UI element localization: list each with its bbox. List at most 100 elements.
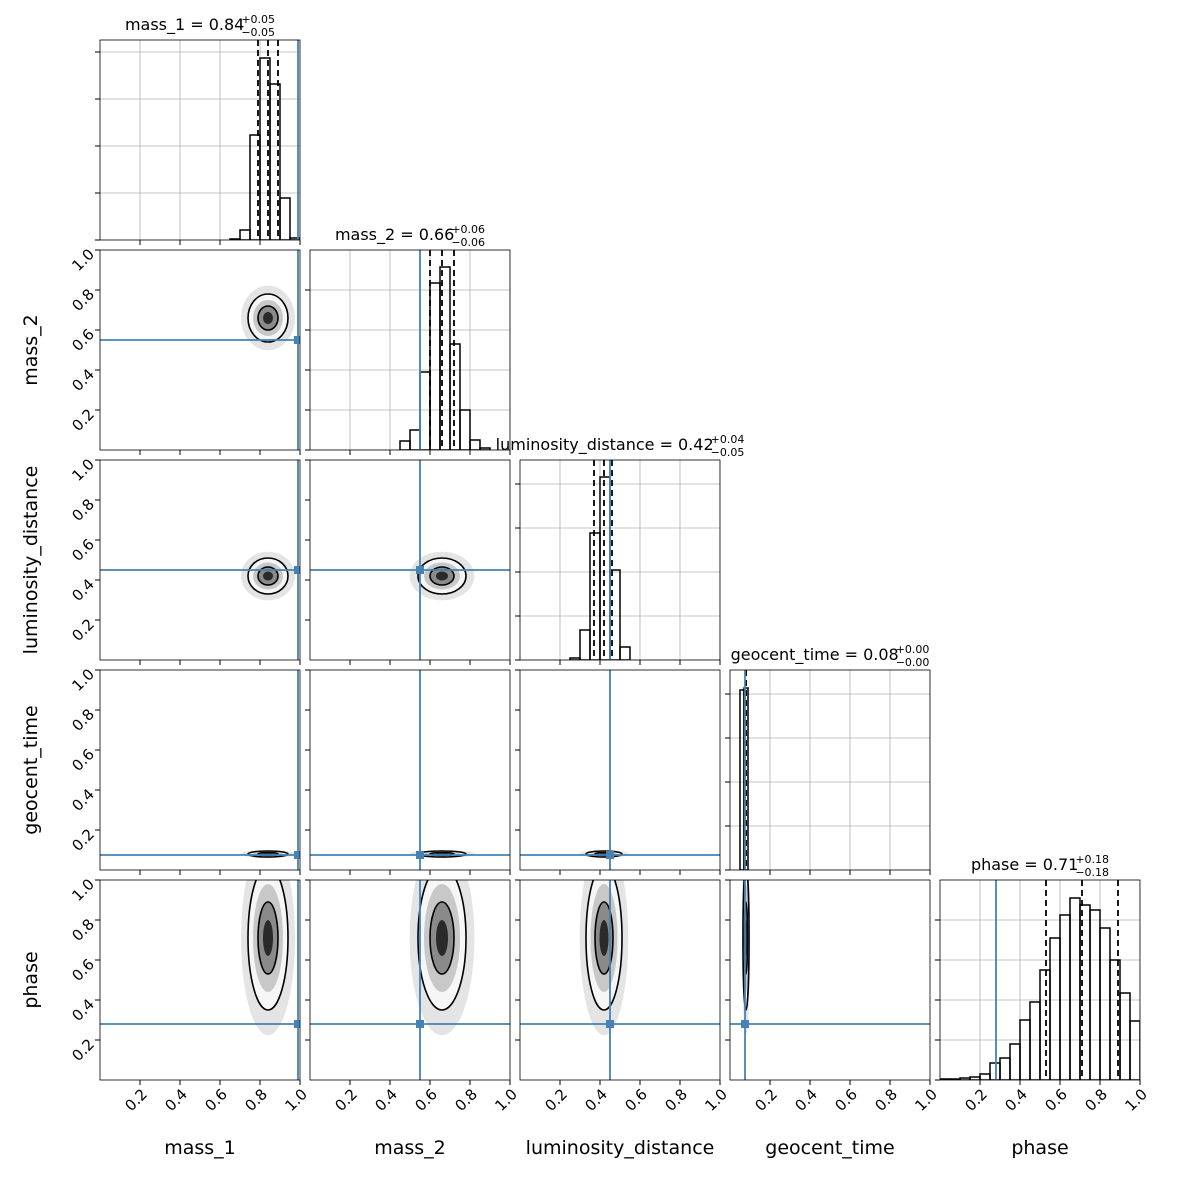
panel [305, 459, 511, 665]
title-name: phase = [971, 855, 1038, 874]
panel-content [310, 880, 510, 1080]
truth-marker [416, 851, 424, 859]
panel-content [310, 460, 510, 660]
truth-marker [606, 1020, 614, 1028]
title-name: mass_1 = [125, 15, 204, 35]
panel-frame [309, 459, 511, 661]
panel-content [100, 670, 300, 870]
x-axis-label: mass_2 [374, 1137, 446, 1159]
histogram-bar [269, 83, 281, 240]
panel-frame [939, 879, 1141, 1081]
panel-frame [99, 669, 301, 871]
title-lower: −0.05 [241, 26, 275, 39]
x-axis-label: geocent_time [765, 1137, 894, 1159]
panel-content [100, 250, 300, 450]
title-upper: +0.06 [451, 223, 485, 236]
histogram-bar [279, 197, 291, 240]
density-contour [599, 920, 609, 956]
truth-marker [741, 1020, 749, 1028]
panel-frame [729, 669, 931, 871]
panel-content [100, 40, 300, 240]
panel-content [940, 880, 1140, 1080]
truth-marker [606, 851, 614, 859]
y-axis-label: mass_2 [20, 314, 42, 386]
title-lower: −0.18 [1075, 866, 1109, 879]
x-axis-label: luminosity_distance [526, 1137, 715, 1159]
x-axis-label: phase [1011, 1137, 1068, 1159]
panel-frame [99, 879, 301, 1081]
histogram-bar [743, 687, 749, 870]
panel-frame [729, 879, 931, 1081]
title-lower: −0.05 [711, 446, 745, 459]
title-lower: −0.00 [896, 656, 930, 669]
panel-title: mass_2 = 0.66 [335, 225, 454, 245]
y-axis-label: luminosity_distance [20, 466, 42, 655]
panel-title: phase = 0.71 [971, 855, 1078, 874]
truth-marker [294, 1020, 300, 1028]
panel-frame [519, 459, 721, 661]
panel-content [100, 880, 300, 1080]
panel [305, 669, 511, 875]
panel-content [520, 670, 720, 870]
title-median: 0.66 [419, 225, 455, 244]
panel-frame [519, 669, 721, 871]
title-name: luminosity_distance = [496, 435, 673, 455]
density-contour [436, 571, 448, 581]
panel-content [730, 670, 930, 870]
panel-frame [519, 879, 721, 1081]
histogram-bar [1129, 1020, 1140, 1080]
panel [515, 669, 721, 875]
panel-frame [99, 39, 301, 241]
x-axis-label: mass_1 [164, 1137, 236, 1159]
panel-content [100, 460, 300, 660]
histogram-bar [459, 409, 471, 450]
histogram-bar [289, 237, 300, 240]
truth-marker [294, 566, 300, 574]
title-lower: −0.06 [451, 236, 485, 249]
panel: geocent_time = 0.08+0.00−0.00 [725, 643, 931, 875]
histogram-bar [449, 343, 461, 450]
title-upper: +0.05 [241, 13, 275, 26]
panel: mass_2 = 0.66+0.06−0.06 [305, 223, 511, 455]
panel-title: luminosity_distance = 0.42 [496, 435, 714, 455]
panel-content [520, 880, 720, 1080]
histogram-bar [619, 646, 631, 660]
density-contour [436, 920, 448, 956]
panel-content [310, 250, 510, 450]
panel-title: mass_1 = 0.84 [125, 15, 244, 35]
panel-frame [99, 249, 301, 451]
histogram-bar [479, 447, 491, 450]
title-name: mass_2 = [335, 225, 414, 245]
density-contour [263, 571, 273, 581]
density-contour [263, 920, 273, 956]
truth-marker [416, 1020, 424, 1028]
truth-marker [294, 851, 300, 859]
truth-marker [294, 336, 300, 344]
panel-frame [99, 459, 301, 661]
panel-frame [309, 249, 511, 451]
panel: luminosity_distance = 0.42+0.04−0.05 [496, 433, 745, 665]
title-median: 0.84 [209, 15, 245, 34]
title-median: 0.08 [863, 645, 899, 664]
y-axis-label: phase [20, 951, 42, 1008]
panel-frame [309, 879, 511, 1081]
title-name: geocent_time = [731, 645, 858, 665]
panel-content [520, 460, 720, 660]
title-upper: +0.04 [711, 433, 745, 446]
panel-content [310, 670, 510, 870]
title-upper: +0.18 [1075, 853, 1109, 866]
y-axis-label: geocent_time [20, 705, 42, 834]
panel-content [730, 880, 930, 1080]
panel-frame [309, 669, 511, 871]
title-median: 0.71 [1043, 855, 1079, 874]
panel: mass_1 = 0.84+0.05−0.05 [95, 13, 301, 245]
title-upper: +0.00 [896, 643, 930, 656]
title-median: 0.42 [678, 435, 714, 454]
histogram-bar [469, 439, 481, 450]
panel-title: geocent_time = 0.08 [731, 645, 899, 665]
density-contour [263, 312, 273, 324]
truth-marker [416, 566, 424, 574]
